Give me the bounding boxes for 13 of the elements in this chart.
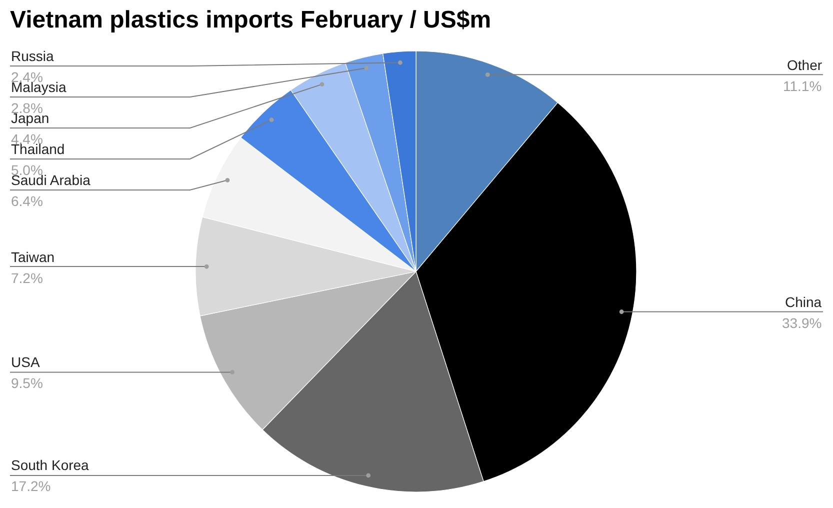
slice-label: South Korea [11,457,90,473]
data-label: 6.4% [11,193,43,209]
data-label: 17.2% [11,478,51,494]
slice-label: Russia [11,48,54,64]
data-label: 33.9% [782,315,822,331]
data-label: 7.2% [11,270,43,286]
slice-label: Other [787,57,822,73]
chart-title: Vietnam plastics imports February / US$m [10,6,492,34]
slice-label: China [785,294,822,310]
data-label: 9.5% [11,375,43,391]
slice-label: USA [11,354,40,370]
data-label: 11.1% [783,78,822,94]
slice-label: Taiwan [11,249,55,265]
